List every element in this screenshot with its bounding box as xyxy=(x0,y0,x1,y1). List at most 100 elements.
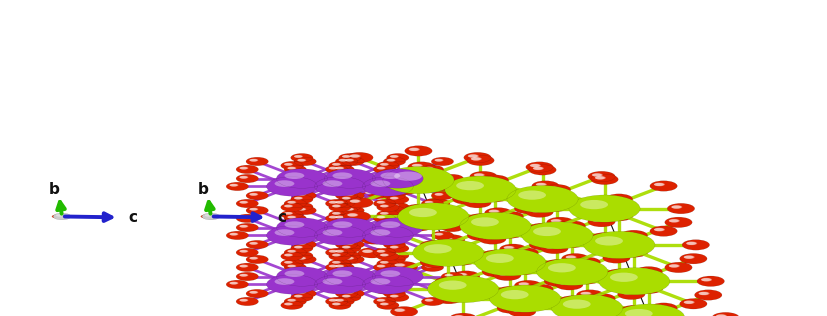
Ellipse shape xyxy=(383,255,406,264)
Ellipse shape xyxy=(532,181,559,191)
Ellipse shape xyxy=(562,240,572,243)
Ellipse shape xyxy=(236,297,259,306)
Ellipse shape xyxy=(625,307,636,311)
Ellipse shape xyxy=(266,275,318,294)
Ellipse shape xyxy=(420,257,447,268)
Ellipse shape xyxy=(532,226,559,236)
Ellipse shape xyxy=(390,253,399,256)
Ellipse shape xyxy=(449,313,477,316)
Ellipse shape xyxy=(246,191,269,200)
Ellipse shape xyxy=(431,255,454,264)
Ellipse shape xyxy=(240,216,248,219)
Ellipse shape xyxy=(425,299,433,302)
Ellipse shape xyxy=(338,244,361,253)
Ellipse shape xyxy=(609,213,619,216)
Ellipse shape xyxy=(297,257,305,259)
Ellipse shape xyxy=(380,227,390,230)
Ellipse shape xyxy=(548,278,558,281)
Ellipse shape xyxy=(338,184,347,186)
Ellipse shape xyxy=(548,278,559,282)
Ellipse shape xyxy=(514,280,542,291)
Ellipse shape xyxy=(236,248,259,257)
Ellipse shape xyxy=(332,263,355,272)
Ellipse shape xyxy=(370,278,390,285)
Ellipse shape xyxy=(328,301,351,310)
Ellipse shape xyxy=(654,305,665,308)
Ellipse shape xyxy=(338,293,361,302)
Ellipse shape xyxy=(275,180,294,187)
Ellipse shape xyxy=(362,275,414,294)
Ellipse shape xyxy=(578,276,589,279)
Ellipse shape xyxy=(437,234,465,245)
Ellipse shape xyxy=(445,176,516,203)
Ellipse shape xyxy=(290,153,313,162)
Ellipse shape xyxy=(335,157,358,166)
Ellipse shape xyxy=(380,302,389,306)
Ellipse shape xyxy=(339,193,347,196)
Ellipse shape xyxy=(338,193,347,196)
Ellipse shape xyxy=(236,263,259,272)
Ellipse shape xyxy=(346,193,354,196)
Ellipse shape xyxy=(427,200,437,204)
Ellipse shape xyxy=(547,186,558,190)
Ellipse shape xyxy=(584,231,655,258)
Ellipse shape xyxy=(332,303,340,305)
Ellipse shape xyxy=(249,291,257,294)
Ellipse shape xyxy=(654,228,664,231)
Ellipse shape xyxy=(386,244,409,253)
Ellipse shape xyxy=(387,184,395,187)
Text: c: c xyxy=(277,210,286,225)
Ellipse shape xyxy=(526,284,553,295)
Ellipse shape xyxy=(294,206,317,215)
Ellipse shape xyxy=(325,297,348,306)
Ellipse shape xyxy=(547,203,557,206)
Ellipse shape xyxy=(332,248,355,257)
Ellipse shape xyxy=(325,214,348,223)
Ellipse shape xyxy=(536,183,547,186)
Ellipse shape xyxy=(412,164,423,167)
Ellipse shape xyxy=(377,201,385,204)
Ellipse shape xyxy=(439,295,450,299)
Ellipse shape xyxy=(298,208,306,211)
Ellipse shape xyxy=(562,222,573,226)
Ellipse shape xyxy=(342,155,351,158)
Ellipse shape xyxy=(573,274,601,284)
Ellipse shape xyxy=(500,289,527,300)
Ellipse shape xyxy=(362,250,372,253)
Ellipse shape xyxy=(288,274,296,277)
Ellipse shape xyxy=(294,204,303,207)
Ellipse shape xyxy=(358,247,385,258)
Ellipse shape xyxy=(435,184,443,187)
Ellipse shape xyxy=(376,250,385,252)
Ellipse shape xyxy=(425,216,433,219)
Ellipse shape xyxy=(500,244,527,254)
Ellipse shape xyxy=(335,289,358,298)
Ellipse shape xyxy=(635,266,662,277)
Ellipse shape xyxy=(336,201,344,204)
Ellipse shape xyxy=(390,253,398,256)
Ellipse shape xyxy=(468,154,479,158)
Ellipse shape xyxy=(639,268,650,272)
Ellipse shape xyxy=(342,157,365,166)
Ellipse shape xyxy=(519,205,528,209)
Ellipse shape xyxy=(637,282,648,286)
Ellipse shape xyxy=(575,273,586,276)
Ellipse shape xyxy=(332,297,355,306)
Ellipse shape xyxy=(226,280,249,289)
Ellipse shape xyxy=(445,176,453,179)
Ellipse shape xyxy=(346,257,354,260)
Ellipse shape xyxy=(376,299,385,301)
Ellipse shape xyxy=(376,167,385,169)
Ellipse shape xyxy=(345,174,368,183)
Ellipse shape xyxy=(507,185,578,213)
Ellipse shape xyxy=(380,261,388,264)
Ellipse shape xyxy=(452,194,480,204)
Ellipse shape xyxy=(474,218,485,222)
Ellipse shape xyxy=(332,212,340,215)
Ellipse shape xyxy=(444,274,452,276)
Ellipse shape xyxy=(375,225,403,235)
Ellipse shape xyxy=(390,204,399,207)
Ellipse shape xyxy=(494,225,521,235)
Ellipse shape xyxy=(387,208,395,211)
Ellipse shape xyxy=(370,229,390,236)
